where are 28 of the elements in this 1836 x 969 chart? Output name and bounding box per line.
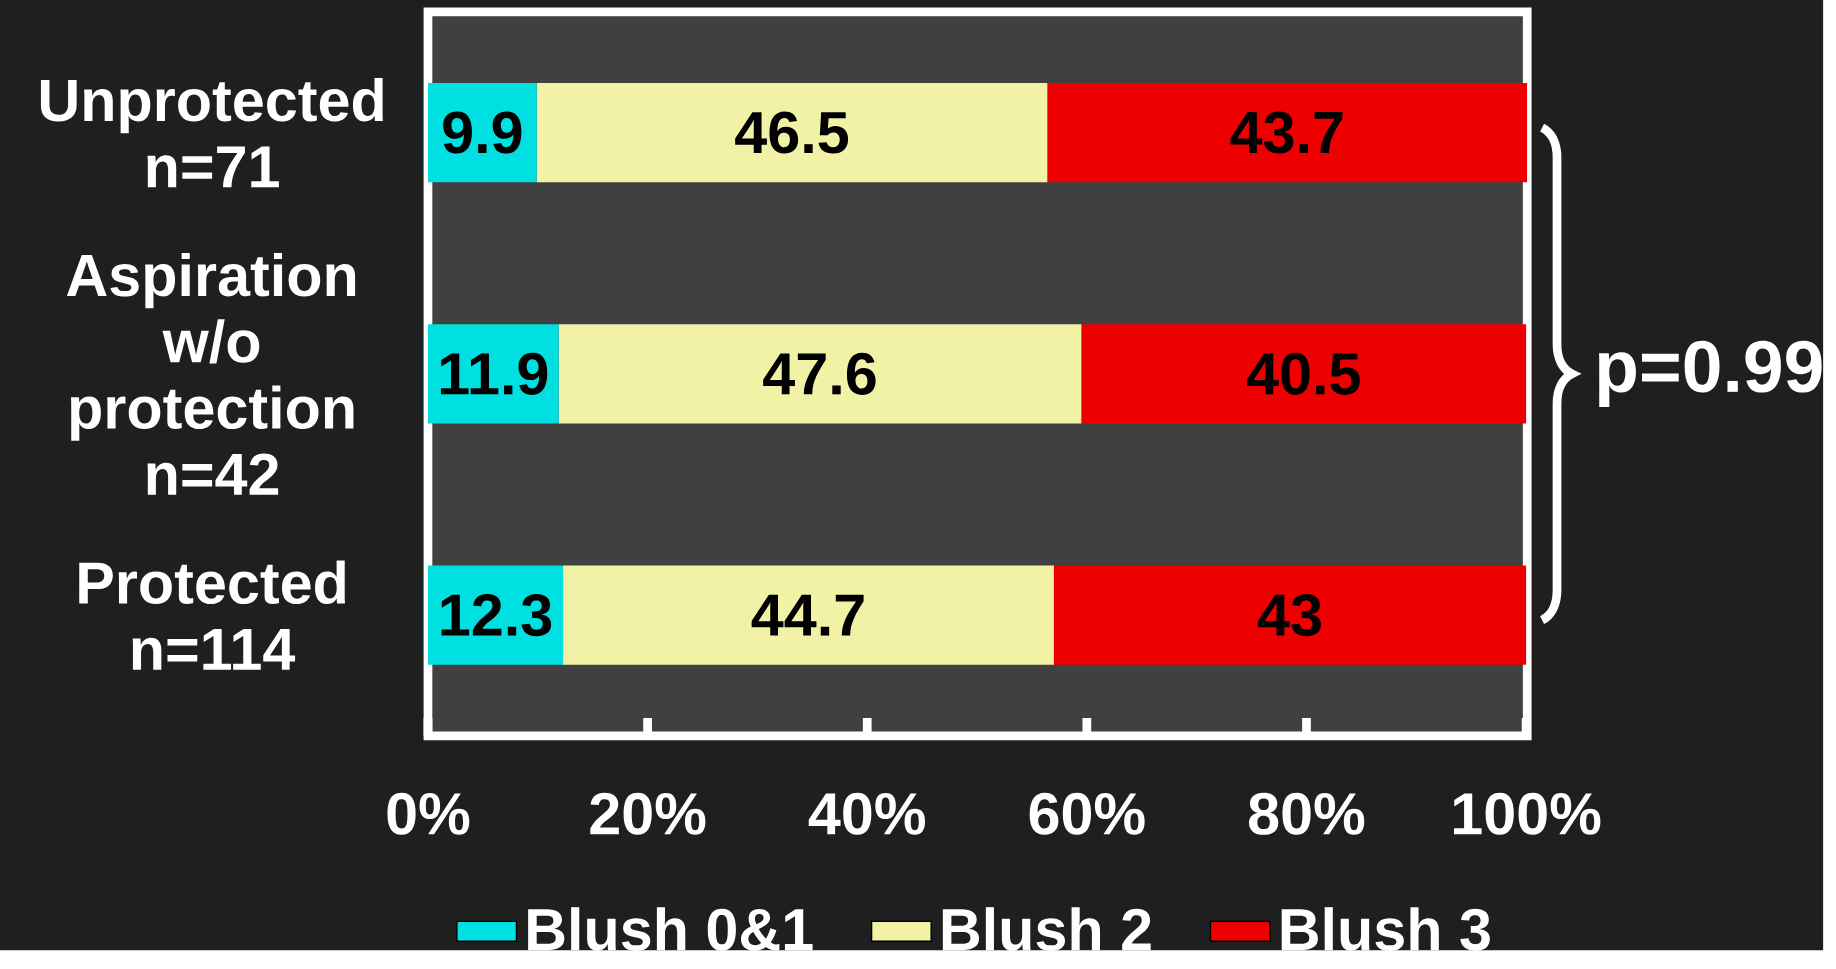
data-label: 43.7 bbox=[1230, 111, 1343, 154]
y-tick-label: Protected n=114 bbox=[79, 560, 345, 670]
x-tick-label: 60% bbox=[1029, 792, 1145, 835]
data-label: 11.9 bbox=[440, 352, 548, 395]
x-tick-label: 40% bbox=[808, 792, 926, 835]
y-tick-label: Aspiration w/o protection n=42 bbox=[66, 252, 356, 495]
data-label: 12.3 bbox=[441, 593, 552, 637]
y-tick-label: Unprotected n=71 bbox=[40, 77, 383, 188]
x-tick-label: 80% bbox=[1248, 792, 1365, 835]
bar bbox=[563, 565, 1054, 665]
x-tick-label: 100% bbox=[1453, 792, 1601, 835]
bar bbox=[536, 82, 1048, 183]
legend-label: Blush 2 bbox=[942, 907, 1151, 951]
bar bbox=[558, 324, 1082, 424]
data-label: 43 bbox=[1257, 593, 1321, 637]
data-label: 46.5 bbox=[735, 111, 849, 154]
legend-label: Blush 0&1 bbox=[528, 907, 813, 951]
text: p=0.99 bbox=[1598, 340, 1822, 407]
x-tick-label: 0% bbox=[387, 792, 470, 835]
data-label: 47.6 bbox=[763, 352, 876, 395]
bar bbox=[1047, 82, 1528, 183]
data-label: 9.9 bbox=[443, 111, 522, 154]
bar bbox=[1081, 324, 1527, 424]
legend-label: Blush 3 bbox=[1281, 907, 1490, 951]
data-label: 40.5 bbox=[1246, 352, 1360, 395]
x-tick-label: 20% bbox=[590, 792, 706, 835]
bar bbox=[1053, 565, 1527, 665]
data-label: 44.7 bbox=[751, 594, 864, 636]
